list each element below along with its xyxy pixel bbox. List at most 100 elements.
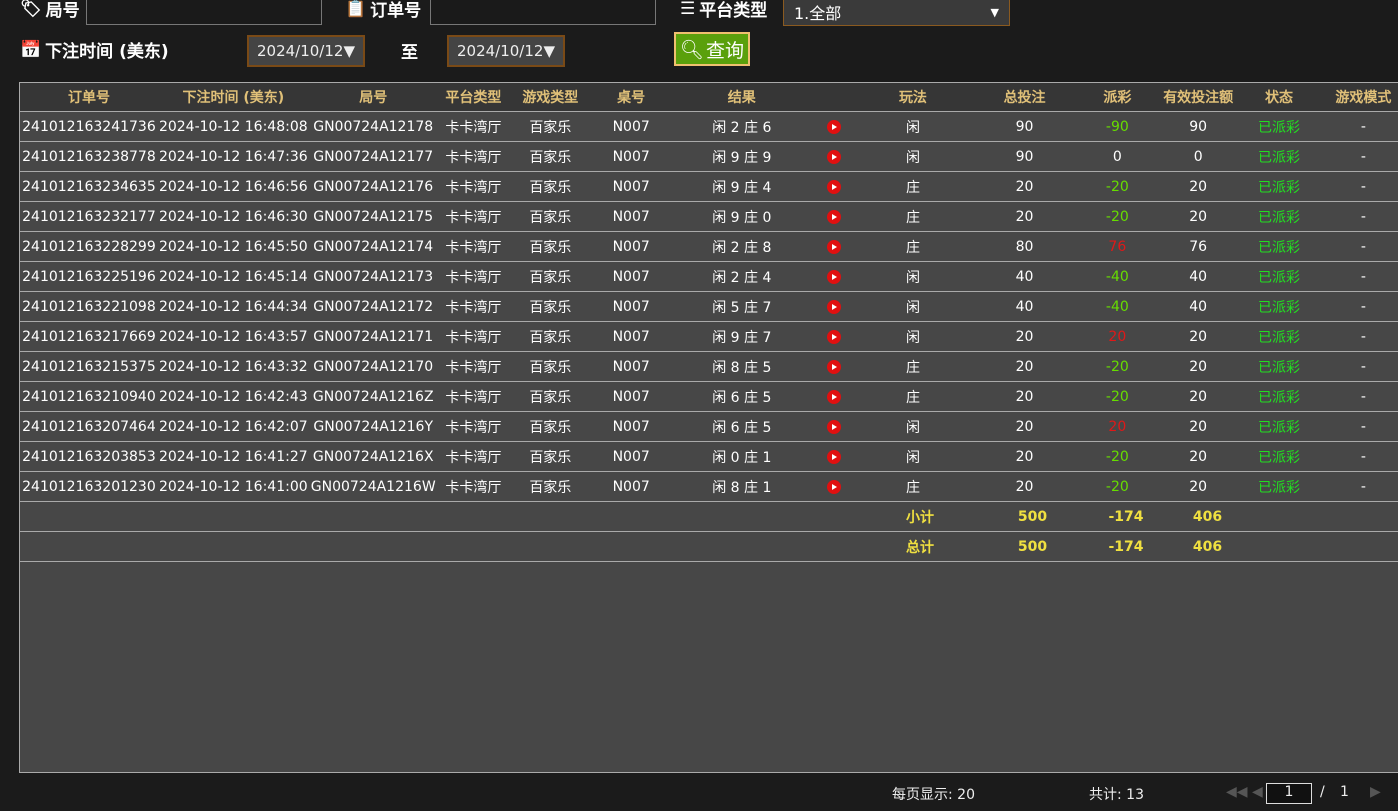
prev-page-icon[interactable]: ◀ xyxy=(1252,784,1263,800)
bet-time: 2024-10-12 16:45:50 xyxy=(158,238,308,255)
payout: -20 xyxy=(1105,178,1129,195)
order-input[interactable] xyxy=(430,0,656,25)
order-id: 241012163232177 xyxy=(22,208,156,225)
date-from-picker[interactable]: 2024/10/12 ▼ xyxy=(247,35,365,67)
page-input[interactable]: 1 xyxy=(1266,783,1312,804)
play-video-icon[interactable] xyxy=(826,479,841,494)
game-type: 百家乐 xyxy=(529,329,572,346)
play-video-icon[interactable] xyxy=(826,179,841,194)
replay-cell xyxy=(813,299,855,315)
play-video-icon[interactable] xyxy=(826,329,841,344)
play-video-icon[interactable] xyxy=(826,149,841,164)
total-valid-bet: 406 xyxy=(1192,538,1223,555)
total-label: 总计 xyxy=(906,539,934,556)
game-type: 百家乐 xyxy=(529,239,572,256)
payout: -20 xyxy=(1105,208,1129,225)
bet-time: 2024-10-12 16:46:56 xyxy=(158,178,308,195)
game-mode: - xyxy=(1360,238,1366,255)
result: 闲 2 庄 4 xyxy=(712,269,772,286)
status: 已派彩 xyxy=(1258,179,1301,196)
game-type: 百家乐 xyxy=(529,449,572,466)
play-video-icon[interactable] xyxy=(826,269,841,284)
round-id: GN00724A12170 xyxy=(313,358,434,375)
platform-select[interactable]: 1.全部 ▼ xyxy=(783,0,1010,26)
play-video-icon[interactable] xyxy=(826,119,841,134)
round-id: GN00724A12178 xyxy=(313,118,434,135)
round-id: GN00724A12177 xyxy=(313,148,434,165)
column-header: 状态 xyxy=(1265,90,1294,106)
round-id: GN00724A1216Z xyxy=(312,388,434,405)
calendar-icon: 📅 xyxy=(20,39,42,60)
next-page-icon[interactable]: ▶ xyxy=(1370,784,1381,800)
play-video-icon[interactable] xyxy=(826,299,841,314)
table-row: 241012163215375 2024-10-12 16:43:32 GN0072… xyxy=(20,352,1398,382)
replay-cell xyxy=(813,389,855,405)
table-header: 订单号 下注时间 (美东) 局号 平台类型 游戏类型 桌号 结果 玩法 总投注 派彩 有效投注额 状态… xyxy=(20,83,1398,112)
valid-bet: 20 xyxy=(1189,418,1208,435)
valid-bet: 90 xyxy=(1189,118,1208,135)
round-input[interactable] xyxy=(86,0,322,25)
total-bet: 20 xyxy=(1015,178,1034,195)
column-header: 玩法 xyxy=(898,90,927,106)
game-type: 百家乐 xyxy=(529,419,572,436)
platform-label: ☰ 平台类型 xyxy=(680,0,768,21)
valid-bet: 40 xyxy=(1189,268,1208,285)
subtotal-label: 小计 xyxy=(906,509,934,526)
game-type: 百家乐 xyxy=(529,359,572,376)
platform: 卡卡湾厅 xyxy=(445,359,502,376)
column-header: 下注时间 (美东) xyxy=(182,90,285,106)
date-to-picker[interactable]: 2024/10/12 ▼ xyxy=(447,35,565,67)
query-button[interactable]: 🔍︎ 查询 xyxy=(674,32,750,66)
payout: 20 xyxy=(1108,328,1127,345)
valid-bet: 20 xyxy=(1189,478,1208,495)
total-bet: 20 xyxy=(1015,208,1034,225)
payout: -40 xyxy=(1105,298,1129,315)
status: 已派彩 xyxy=(1258,389,1301,406)
order-id: 241012163217669 xyxy=(22,328,156,345)
play-video-icon[interactable] xyxy=(826,209,841,224)
game-mode: - xyxy=(1360,148,1366,165)
order-id: 241012163207464 xyxy=(22,418,156,435)
game-mode: - xyxy=(1360,118,1366,135)
play-video-icon[interactable] xyxy=(826,449,841,464)
replay-cell xyxy=(813,239,855,255)
play-video-icon[interactable] xyxy=(826,359,841,374)
platform: 卡卡湾厅 xyxy=(445,119,502,136)
platform: 卡卡湾厅 xyxy=(445,239,502,256)
play-video-icon[interactable] xyxy=(826,389,841,404)
bet-time: 2024-10-12 16:42:07 xyxy=(158,418,308,435)
total-payout: -174 xyxy=(1108,538,1144,555)
play-video-icon[interactable] xyxy=(826,239,841,254)
platform: 卡卡湾厅 xyxy=(445,269,502,286)
status: 已派彩 xyxy=(1258,329,1301,346)
first-page-icon[interactable]: ◀◀ xyxy=(1226,784,1248,800)
valid-bet: 20 xyxy=(1189,208,1208,225)
play-video-icon[interactable] xyxy=(826,419,841,434)
platform: 卡卡湾厅 xyxy=(445,179,502,196)
replay-cell xyxy=(813,419,855,435)
status: 已派彩 xyxy=(1258,119,1301,136)
valid-bet: 20 xyxy=(1189,388,1208,405)
game-mode: - xyxy=(1360,178,1366,195)
table-no: N007 xyxy=(612,238,650,255)
table-row: 241012163217669 2024-10-12 16:43:57 GN0072… xyxy=(20,322,1398,352)
order-id: 241012163234635 xyxy=(22,178,156,195)
result: 闲 6 庄 5 xyxy=(712,389,772,406)
valid-bet: 20 xyxy=(1189,178,1208,195)
status: 已派彩 xyxy=(1258,239,1301,256)
replay-cell xyxy=(813,119,855,135)
bet-time: 2024-10-12 16:45:14 xyxy=(158,268,308,285)
payout: 20 xyxy=(1108,418,1127,435)
table-row: 241012163203853 2024-10-12 16:41:27 GN0072… xyxy=(20,442,1398,472)
server-icon: ☰ xyxy=(680,0,696,19)
order-id: 241012163221098 xyxy=(22,298,156,315)
platform: 卡卡湾厅 xyxy=(445,389,502,406)
page-separator: / xyxy=(1320,784,1325,800)
total-bet: 40 xyxy=(1015,268,1034,285)
column-header: 结果 xyxy=(727,90,756,106)
game-type: 百家乐 xyxy=(529,179,572,196)
total-bet: 20 xyxy=(1015,388,1034,405)
status: 已派彩 xyxy=(1258,419,1301,436)
replay-cell xyxy=(813,449,855,465)
play-type: 庄 xyxy=(905,479,920,496)
